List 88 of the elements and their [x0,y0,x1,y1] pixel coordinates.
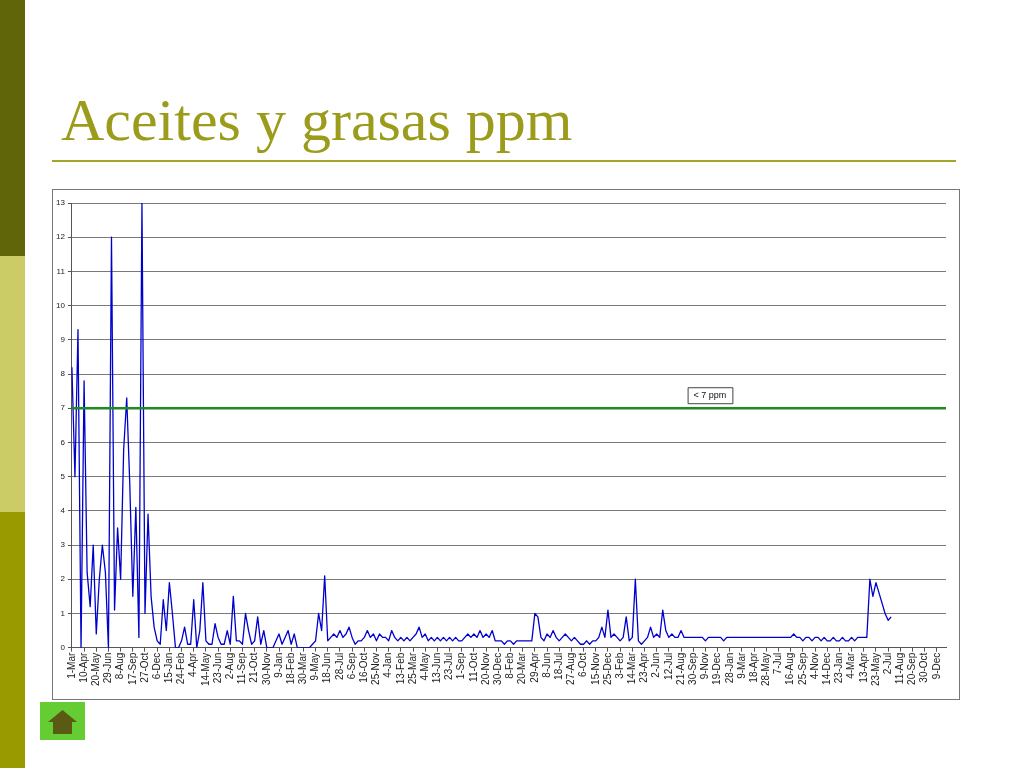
x-tick-label: 30-Sep [686,652,698,685]
x-tick-label: 20-Sep [906,652,918,685]
x-tick-label: 6-Dec [150,652,162,680]
ref-line-label: < 7 ppm [693,390,727,401]
x-tick-label: 1-Sep [455,652,467,680]
y-tick-label: 11 [56,266,66,276]
x-tick-label: 15-Jan [163,652,175,684]
y-tick-label: 9 [60,335,66,345]
x-tick-label: 29-Apr [528,651,540,683]
y-tick-label: 3 [60,540,66,550]
x-tick-label: 30-Nov [260,652,272,685]
x-tick-label: 9-May [309,652,321,681]
y-tick-label: 13 [55,198,66,208]
x-tick-label: 8-Feb [504,652,516,679]
x-tick-label: 16-Aug [784,652,796,685]
x-tick-label: 2-Aug [224,652,236,680]
x-tick-label: 25-Dec [601,652,613,685]
chart-title: Aceites y grasas ppm [61,87,573,153]
x-tick-label: 23-Jun [211,652,223,684]
x-tick-label: 29-Jun [102,652,114,684]
x-tick-label: 4-Apr [187,651,199,678]
x-tick-label: 4-Mar [845,652,857,679]
y-tick-label: 0 [60,642,66,652]
x-tick-label: 23-Jul [443,652,455,680]
x-tick-label: 8-Jun [540,652,552,678]
y-tick-label: 6 [60,437,66,447]
x-tick-label: 12-Jul [662,652,674,680]
y-tick-label: 2 [60,574,66,584]
x-tick-label: 9-Dec [930,652,942,680]
x-tick-label: 18-Jun [321,652,333,684]
x-tick-label: 4-Nov [808,652,820,680]
x-tick-label: 9-Jan [272,652,284,678]
x-tick-label: 13-Jun [431,652,443,684]
x-tick-label: 23-May [869,652,881,687]
x-tick-label: 28-Jan [723,652,735,684]
x-tick-label: 18-Jul [552,652,564,680]
x-tick-label: 2-Jun [650,652,662,678]
x-tick-label: 19-Dec [711,652,723,685]
x-tick-label: 25-Mar [406,652,418,685]
x-tick-label: 8-Aug [114,652,126,680]
y-tick-label: 5 [60,471,66,481]
x-tick-label: 17-Sep [126,652,138,685]
x-tick-label: 10-Apr [77,651,89,683]
y-tick-label: 7 [60,403,66,413]
y-tick-label: 10 [55,300,66,310]
x-tick-label: 15-Nov [589,652,601,685]
x-tick-label: 11-Aug [894,652,906,685]
x-tick-label: 9-Mar [735,652,747,679]
x-tick-label: 4-Jan [382,652,394,678]
x-tick-label: 2-Jul [881,652,893,675]
x-tick-label: 7-Jul [772,652,784,675]
x-tick-label: 4-May [418,652,430,681]
x-tick-label: 24-Feb [175,652,187,685]
y-tick-label: 1 [60,608,66,618]
x-tick-label: 30-Oct [918,652,930,683]
x-tick-label: 11-Oct [467,652,479,682]
x-tick-label: 11-Sep [236,652,248,685]
x-tick-label: 13-Feb [394,652,406,685]
y-tick-label: 12 [55,232,66,242]
x-tick-label: 3-Feb [613,652,625,679]
x-tick-label: 20-Mar [516,652,528,685]
x-tick-label: 14-Dec [820,652,832,685]
x-tick-label: 28-Jul [333,652,345,680]
x-tick-label: 6-Sep [345,652,357,680]
x-tick-label: 9-Nov [699,652,711,680]
x-tick-label: 13-Apr [857,651,869,683]
x-tick-label: 18-Feb [284,652,296,685]
x-tick-label: 30-Dec [492,652,504,685]
x-tick-label: 27-Aug [565,652,577,685]
x-tick-label: 21-Aug [674,652,686,685]
x-tick-label: 18-Apr [747,651,759,683]
x-tick-label: 20-Nov [479,652,491,685]
x-tick-label: 27-Oct [138,652,150,683]
x-tick-label: 21-Oct [248,652,260,683]
x-tick-label: 25-Nov [370,652,382,685]
x-tick-label: 28-May [760,652,772,687]
x-tick-label: 6-Oct [577,652,589,678]
x-tick-label: 30-Mar [297,652,309,685]
y-tick-label: 8 [60,369,66,379]
x-tick-label: 1-Mar [65,652,77,679]
x-tick-label: 14-Mar [626,652,638,685]
x-tick-label: 14-May [199,652,211,687]
y-tick-label: 4 [60,506,66,516]
x-tick-label: 23-Apr [638,651,650,683]
x-tick-label: 25-Sep [796,652,808,685]
x-tick-label: 23-Jan [833,652,845,684]
x-tick-label: 20-May [90,652,102,687]
x-tick-label: 16-Oct [358,652,370,683]
